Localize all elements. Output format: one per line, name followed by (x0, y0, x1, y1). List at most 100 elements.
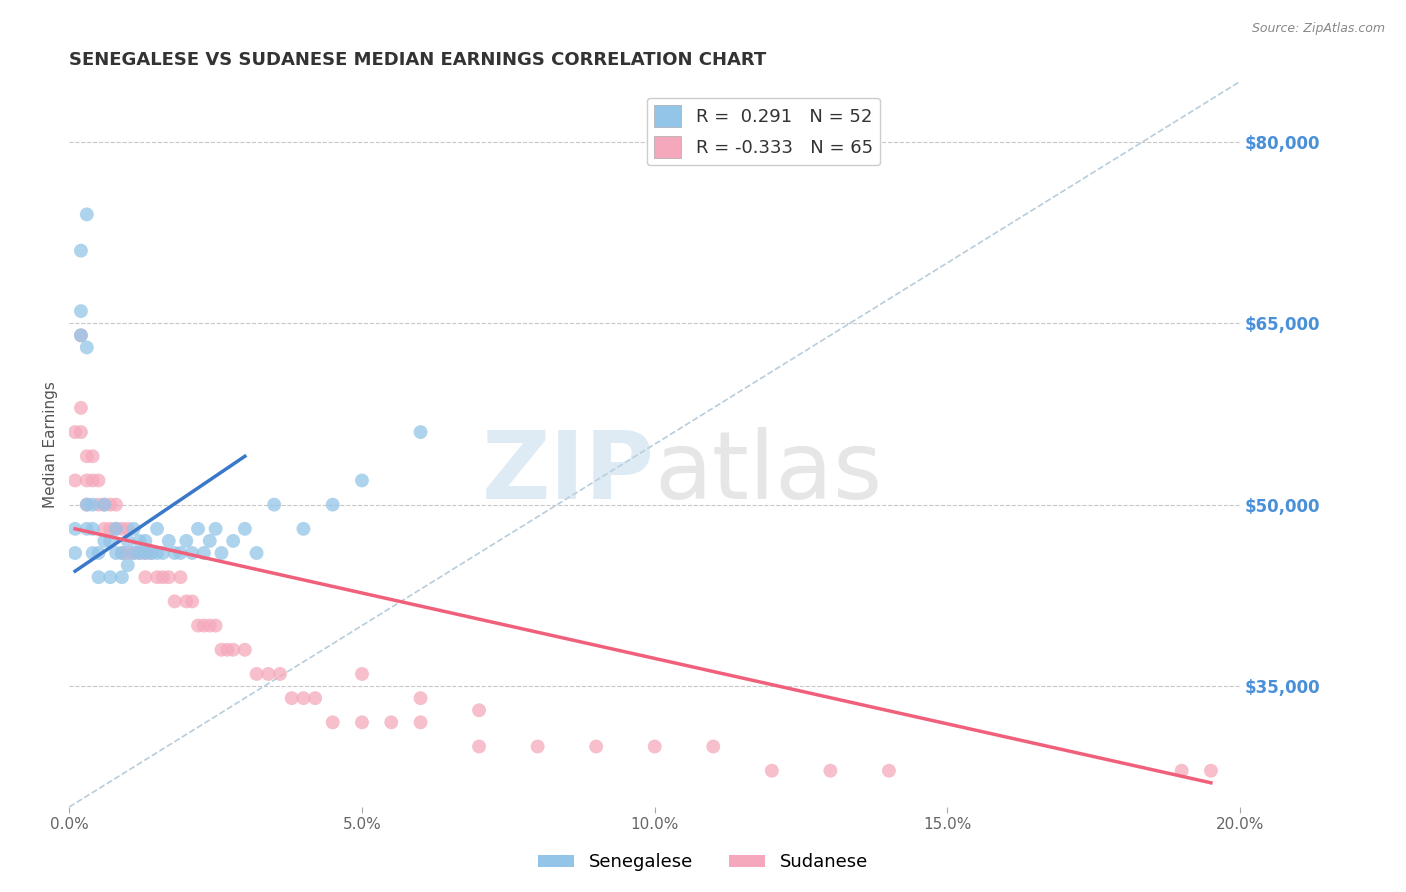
Point (76, 340, 98, 354)
Point (204, 618, 226, 632)
Point (98, 498, 121, 512)
Point (350, 667, 373, 681)
Point (63, 546, 86, 560)
Point (93, 498, 115, 512)
Point (292, 522, 315, 536)
Point (257, 667, 280, 681)
Point (292, 691, 315, 706)
Point (82, 450, 104, 464)
Point (134, 546, 156, 560)
Point (70, 328, 93, 343)
Point (98, 533, 121, 548)
Point (105, 522, 128, 536)
Point (322, 715, 344, 730)
Text: Source: ZipAtlas.com: Source: ZipAtlas.com (1251, 22, 1385, 36)
Point (204, 522, 226, 536)
Point (141, 546, 163, 560)
Point (163, 546, 186, 560)
Point (146, 522, 169, 536)
Point (87, 474, 110, 488)
Point (193, 618, 215, 632)
Point (193, 546, 215, 560)
Point (117, 558, 139, 573)
Point (211, 546, 233, 560)
Point (222, 533, 245, 548)
Point (63, 522, 86, 536)
Point (87, 498, 110, 512)
Point (76, 450, 98, 464)
Point (87, 570, 110, 584)
Point (117, 533, 139, 548)
Point (122, 546, 145, 560)
Point (122, 522, 145, 536)
Point (146, 570, 169, 584)
Point (211, 642, 233, 657)
Text: atlas: atlas (655, 427, 883, 519)
Point (134, 533, 156, 548)
Point (222, 642, 245, 657)
Point (1199, 764, 1222, 778)
Point (877, 764, 900, 778)
Point (245, 667, 267, 681)
Point (82, 474, 104, 488)
Point (217, 642, 239, 657)
Point (169, 546, 191, 560)
Point (93, 498, 115, 512)
Point (128, 533, 150, 548)
Point (181, 546, 204, 560)
Point (82, 522, 104, 536)
Point (76, 498, 98, 512)
Point (76, 522, 98, 536)
Point (70, 244, 93, 258)
Point (233, 522, 256, 536)
Point (117, 522, 139, 536)
Point (233, 642, 256, 657)
Point (163, 594, 186, 608)
Point (181, 594, 204, 608)
Point (134, 570, 156, 584)
Point (98, 570, 121, 584)
Point (111, 570, 134, 584)
Point (134, 546, 156, 560)
Point (82, 498, 104, 512)
Point (1170, 764, 1192, 778)
Point (198, 618, 221, 632)
Point (128, 546, 150, 560)
Point (157, 533, 180, 548)
Point (350, 715, 373, 730)
Point (644, 739, 666, 754)
Point (269, 667, 291, 681)
Point (468, 739, 491, 754)
Point (70, 304, 93, 318)
Point (409, 691, 432, 706)
Y-axis label: Median Earnings: Median Earnings (44, 381, 58, 508)
Point (152, 546, 174, 560)
Point (380, 715, 402, 730)
Point (176, 594, 198, 608)
Point (141, 546, 163, 560)
Point (245, 546, 267, 560)
Point (63, 425, 86, 439)
Legend: Senegalese, Sudanese: Senegalese, Sudanese (531, 847, 875, 879)
Point (63, 474, 86, 488)
Point (198, 533, 221, 548)
Point (111, 546, 134, 560)
Point (111, 546, 134, 560)
Point (157, 570, 180, 584)
Point (409, 425, 432, 439)
Point (122, 546, 145, 560)
Point (468, 703, 491, 717)
Point (761, 764, 783, 778)
Point (702, 739, 724, 754)
Point (93, 522, 115, 536)
Point (187, 618, 209, 632)
Point (70, 401, 93, 415)
Point (105, 522, 128, 536)
Point (526, 739, 548, 754)
Point (87, 546, 110, 560)
Point (70, 328, 93, 343)
Point (322, 498, 344, 512)
Point (304, 691, 326, 706)
Point (169, 570, 191, 584)
Point (585, 739, 607, 754)
